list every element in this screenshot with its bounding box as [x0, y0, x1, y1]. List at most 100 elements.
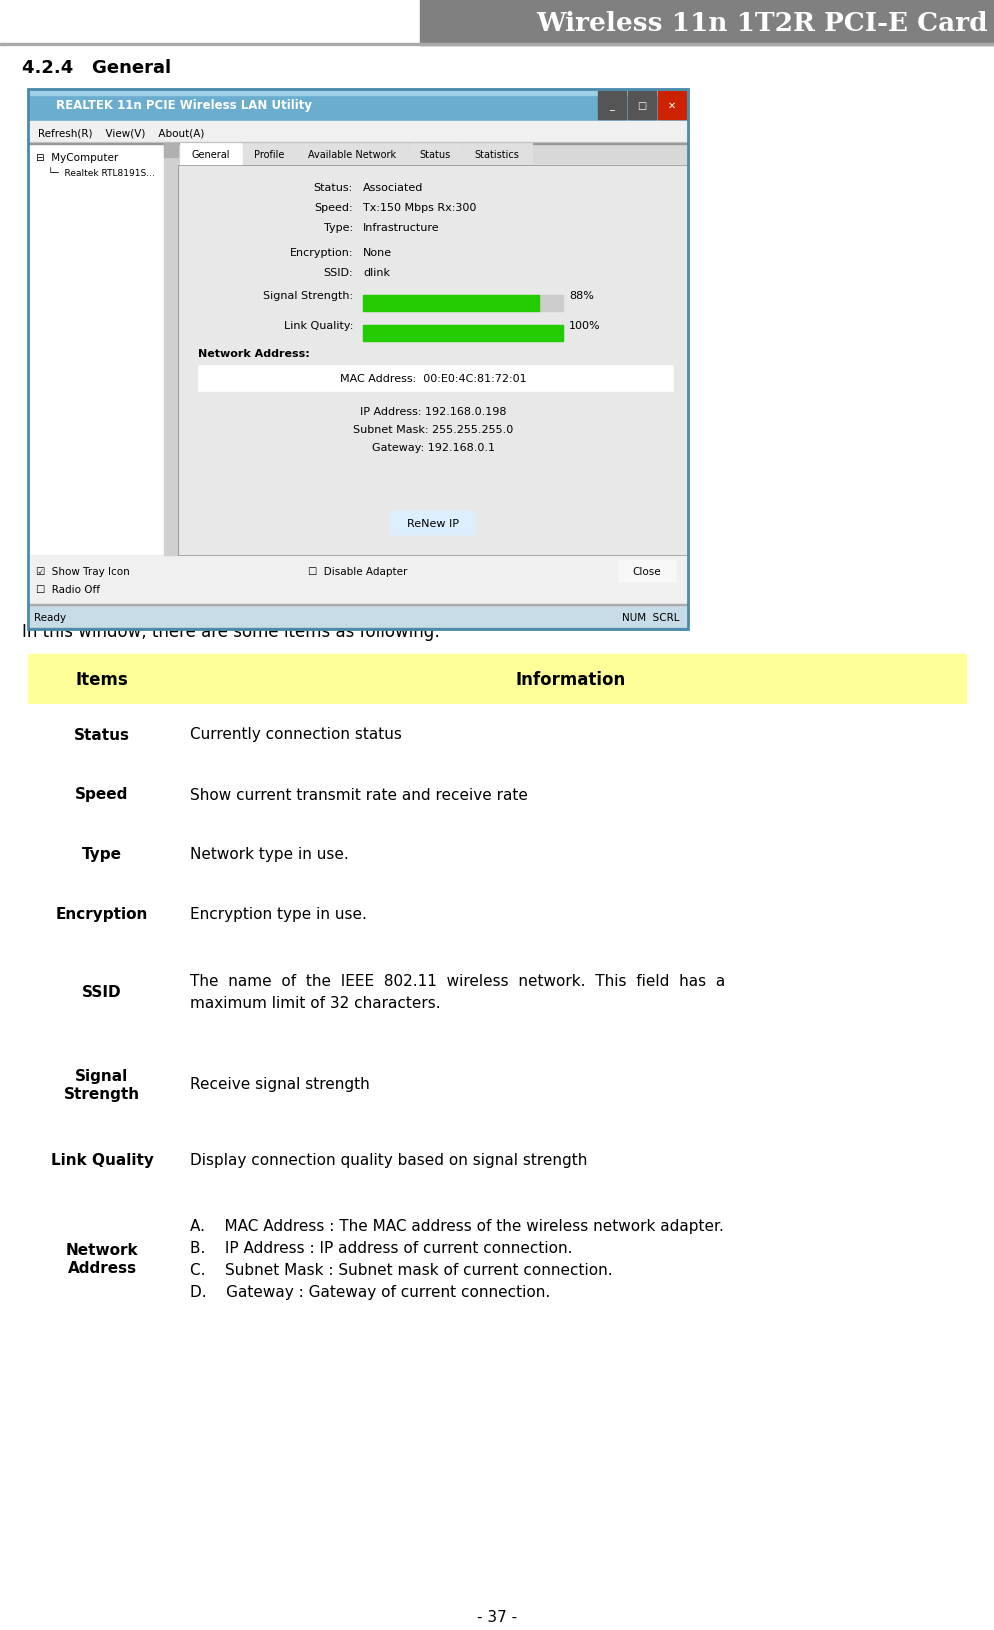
Text: Network: Network	[66, 1242, 138, 1258]
Text: C.    Subnet Mask : Subnet mask of current connection.: C. Subnet Mask : Subnet mask of current …	[190, 1263, 612, 1278]
Text: Status: Status	[419, 150, 450, 160]
Text: Available Network: Available Network	[308, 150, 396, 160]
Text: Link Quality:: Link Quality:	[283, 321, 353, 331]
Text: Signal Strength:: Signal Strength:	[262, 290, 353, 302]
Text: 100%: 100%	[569, 321, 600, 331]
Text: Associated: Associated	[363, 183, 423, 192]
Text: ☑  Show Tray Icon: ☑ Show Tray Icon	[36, 567, 130, 577]
Text: □: □	[637, 101, 647, 111]
Text: Subnet Mask: 255.255.255.0: Subnet Mask: 255.255.255.0	[353, 425, 513, 435]
Bar	[420, 0, 994, 46]
Bar	[28, 90, 688, 629]
Bar	[28, 1040, 176, 1130]
Text: Tx:150 Mbps Rx:300: Tx:150 Mbps Rx:300	[363, 202, 476, 214]
FancyBboxPatch shape	[391, 512, 475, 536]
Bar	[28, 1130, 176, 1190]
Text: Encryption type in use.: Encryption type in use.	[190, 906, 367, 923]
Bar	[628, 91, 656, 121]
Bar	[0, 44, 994, 46]
Text: REALTEK 11n PCIE Wireless LAN Utility: REALTEK 11n PCIE Wireless LAN Utility	[56, 99, 312, 112]
Text: Refresh(R)    View(V)    About(A): Refresh(R) View(V) About(A)	[38, 127, 205, 139]
Text: Currently connection status: Currently connection status	[190, 727, 402, 742]
Bar	[28, 90, 688, 122]
Text: Link Quality: Link Quality	[51, 1152, 153, 1167]
Text: ☐  Disable Adapter: ☐ Disable Adapter	[308, 567, 408, 577]
Text: Encryption: Encryption	[56, 906, 148, 923]
Text: None: None	[363, 248, 392, 258]
Text: IP Address: 192.168.0.198: IP Address: 192.168.0.198	[360, 408, 506, 417]
Text: Speed:: Speed:	[314, 202, 353, 214]
Text: Information: Information	[516, 670, 626, 688]
Text: Statistics: Statistics	[474, 150, 520, 160]
Bar	[198, 365, 673, 391]
Bar	[176, 1130, 966, 1190]
Text: Speed: Speed	[76, 787, 128, 802]
Text: A.    MAC Address : The MAC address of the wireless network adapter.: A. MAC Address : The MAC address of the …	[190, 1219, 724, 1234]
Text: 4.2.4   General: 4.2.4 General	[22, 59, 171, 77]
Text: Encryption:: Encryption:	[289, 248, 353, 258]
Bar	[176, 704, 966, 764]
Text: Receive signal strength: Receive signal strength	[190, 1077, 370, 1092]
Text: Display connection quality based on signal strength: Display connection quality based on sign…	[190, 1152, 587, 1167]
Bar	[28, 556, 688, 606]
Bar	[178, 166, 688, 556]
Bar	[28, 655, 176, 704]
Text: Ready: Ready	[34, 613, 67, 623]
Text: The  name  of  the  IEEE  802.11  wireless  network.  This  field  has  a: The name of the IEEE 802.11 wireless net…	[190, 973, 726, 988]
Text: - 37 -: - 37 -	[477, 1609, 517, 1625]
Bar	[462, 143, 532, 166]
Bar	[176, 885, 966, 944]
Bar	[28, 885, 176, 944]
Bar	[28, 764, 176, 825]
Text: Infrastructure: Infrastructure	[363, 223, 439, 233]
Bar	[363, 326, 563, 342]
Text: ☐  Radio Off: ☐ Radio Off	[36, 585, 100, 595]
Text: ReNew IP: ReNew IP	[407, 518, 459, 528]
Text: Wireless 11n 1T2R PCI-E Card: Wireless 11n 1T2R PCI-E Card	[537, 10, 988, 36]
Bar	[28, 90, 688, 96]
Text: Close: Close	[633, 567, 661, 577]
Text: SSID: SSID	[83, 985, 122, 999]
Bar	[164, 143, 178, 556]
Text: ⊟  MyComputer: ⊟ MyComputer	[36, 153, 118, 163]
Bar	[363, 326, 563, 342]
Text: └─  Realtek RTL8191S...: └─ Realtek RTL8191S...	[48, 170, 155, 178]
FancyBboxPatch shape	[619, 561, 676, 582]
Text: Profile: Profile	[253, 150, 284, 160]
Text: Network type in use.: Network type in use.	[190, 848, 349, 862]
Bar	[363, 295, 539, 311]
Bar	[28, 606, 688, 629]
Bar	[178, 166, 688, 556]
Text: _: _	[609, 101, 614, 111]
Text: Address: Address	[68, 1260, 136, 1276]
Text: General: General	[192, 150, 231, 160]
Text: SSID:: SSID:	[323, 267, 353, 277]
Text: Status: Status	[74, 727, 130, 742]
Bar	[28, 944, 176, 1040]
Bar	[28, 704, 176, 764]
Bar	[176, 944, 966, 1040]
Text: Type: Type	[82, 848, 122, 862]
Bar	[28, 143, 178, 556]
Bar	[176, 1040, 966, 1130]
Text: ✕: ✕	[668, 101, 676, 111]
Bar	[176, 1190, 966, 1328]
Text: B.    IP Address : IP address of current connection.: B. IP Address : IP address of current co…	[190, 1240, 573, 1255]
Bar	[409, 143, 461, 166]
Bar	[176, 764, 966, 825]
Text: Strength: Strength	[64, 1086, 140, 1100]
Bar	[28, 122, 688, 143]
Bar	[176, 655, 966, 704]
Text: maximum limit of 32 characters.: maximum limit of 32 characters.	[190, 996, 440, 1011]
Bar	[296, 143, 408, 166]
Text: D.    Gateway : Gateway of current connection.: D. Gateway : Gateway of current connecti…	[190, 1284, 551, 1299]
Text: Gateway: 192.168.0.1: Gateway: 192.168.0.1	[372, 443, 494, 453]
Bar	[164, 143, 178, 158]
Bar	[363, 295, 563, 311]
Bar	[28, 825, 176, 885]
Bar	[176, 825, 966, 885]
Bar	[658, 91, 686, 121]
Text: Show current transmit rate and receive rate: Show current transmit rate and receive r…	[190, 787, 528, 802]
Bar	[243, 143, 295, 166]
Bar	[178, 143, 688, 166]
